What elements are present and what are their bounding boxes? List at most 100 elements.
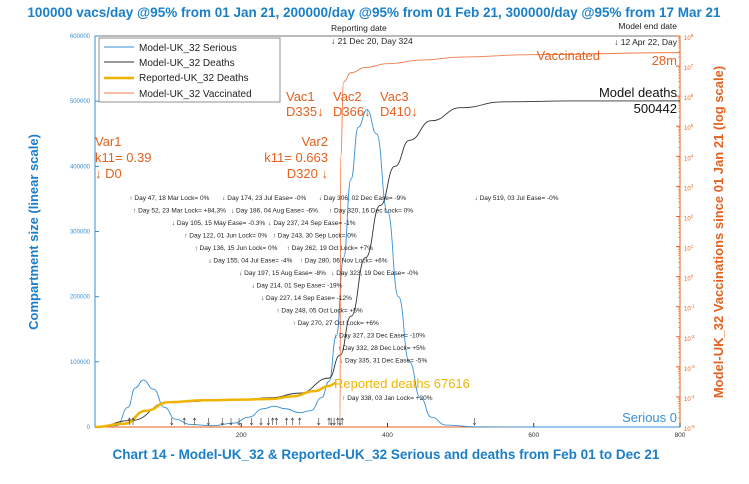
event-axis-arrowhead (192, 417, 197, 421)
event-label: ↓ Day 197, 15 Aug Ease= -8% (239, 270, 326, 277)
event-axis-arrowhead (266, 422, 270, 426)
y-tick-label: 0 (87, 425, 91, 431)
model-deaths-label: Model deaths (599, 85, 678, 100)
x-tick-label: 200 (236, 432, 247, 439)
vac1-day: D335↓ (286, 104, 324, 119)
y2-tick-label: 107 (684, 63, 694, 72)
event-axis-arrowhead (290, 417, 294, 421)
y-tick-label: 500000 (70, 99, 91, 105)
chart-title: 100000 vacs/day @95% from 01 Jan 21, 200… (27, 5, 721, 20)
series-line-reported-deaths (94, 381, 337, 429)
reporting-date-value: ↓ 21 Dec 20, Day 324 (331, 36, 413, 46)
event-axis-arrowhead (336, 417, 340, 421)
event-axis-arrowhead (285, 417, 289, 421)
event-axis-arrowhead (131, 417, 135, 421)
event-label: ↑ Day 270, 27 Oct Lock= +6% (292, 320, 379, 327)
y2-tick-label: 108 (684, 33, 694, 42)
model-end-value: ↓ 12 Apr 22, Day (614, 37, 678, 47)
event-label: ↑ Day 320, 16 Dec Lock= 0% (329, 208, 413, 215)
event-label: ↓ Day 155, 04 Jul Ease= -4% (208, 258, 292, 265)
event-label: ↓ Day 335, 31 Dec Ease= -5% (340, 358, 427, 365)
event-axis-arrowhead (170, 422, 174, 426)
y2-tick-label: 104 (684, 153, 694, 162)
event-axis-arrowhead (298, 417, 302, 421)
event-axis-arrowhead (327, 417, 331, 421)
event-label: ↓ Day 519, 03 Jul Ease= -0% (475, 195, 559, 202)
vac2-label: Vac2 (333, 89, 362, 104)
event-label: ↑ Day 262, 19 Oct Lock= +7% (287, 245, 374, 252)
reporting-date-label: Reporting date (331, 23, 387, 33)
event-axis-arrowhead (249, 422, 254, 426)
x-tick-label: 800 (675, 432, 686, 439)
event-label: ↓ Day 323, 19 Dec Ease= -0% (331, 270, 418, 277)
legend-label-vaccinated: Model-UK_32 Vaccinated (139, 89, 252, 100)
vaccinated-label: Vaccinated (537, 48, 600, 63)
event-label: ↓ Day 214, 01 Sep Ease= -19% (251, 283, 342, 290)
event-label: ↓ Day 306, 02 Dec Ease= -9% (319, 195, 406, 202)
event-axis-arrowhead (206, 422, 210, 426)
y2-tick-label: 10-3 (684, 364, 695, 373)
event-axis-arrowhead (329, 422, 333, 426)
event-label: ↑ Day 280, 06 Nov Lock= +6% (300, 258, 388, 265)
vaccinated-value: 28m (652, 53, 677, 68)
legend-label-serious: Model-UK_32 Serious (139, 43, 237, 54)
event-axis-arrowhead (182, 417, 186, 421)
reported-deaths-label: Reported deaths 67616 (334, 376, 470, 391)
event-axis-arrowhead (259, 422, 263, 426)
event-axis-arrowhead (317, 422, 321, 426)
y-tick-label: 400000 (70, 164, 91, 170)
event-label: ↑ Day 136, 15 Jun Lock= 0% (194, 245, 277, 252)
event-axis-arrowhead (472, 422, 477, 426)
var1-annotation: Var1 k11= 0.39 ↓ D0 (95, 134, 152, 181)
model-deaths-value: 500442 (634, 101, 677, 116)
event-label: ↓ Day 105, 15 May Ease= -0.3% (172, 220, 266, 227)
y-tick-label: 300000 (70, 230, 91, 236)
event-label: ↓ Day 174, 23 Jul Ease= -0% (222, 195, 306, 202)
y-tick-label: 100000 (70, 360, 91, 366)
var1-k11: k11= 0.39 (95, 150, 152, 165)
y-tick-label: 600000 (70, 34, 91, 40)
event-axis-arrowhead (237, 422, 241, 426)
event-label: ↑ Day 332, 28 Dec Lock= +5% (338, 345, 426, 352)
y2-tick-label: 103 (684, 183, 694, 192)
model-end-label: Model end date (618, 21, 677, 31)
y2-tick-label: 102 (684, 213, 694, 222)
y-tick-label: 200000 (70, 295, 91, 301)
event-label: ↑ Day 52, 23 Mar Lock= +84.3% (133, 208, 226, 215)
event-axis-arrowhead (229, 422, 233, 426)
vac3-day: D410↓ (380, 104, 418, 119)
y2-tick-label: 10-4 (684, 394, 695, 403)
y2-axis-label: Model-UK_32 Vaccinations since 01 Jan 21… (711, 66, 726, 398)
event-axis-arrowhead (220, 422, 224, 426)
vac3-label: Vac3 (380, 89, 409, 104)
series-line-serious (94, 109, 680, 428)
event-axis-arrowhead (338, 422, 342, 426)
var2-k11: k11= 0.663 (264, 150, 328, 165)
legend-label-deaths: Model-UK_32 Deaths (139, 58, 235, 69)
y-axis-label: Compartment size (linear scale) (26, 134, 41, 330)
y2-tick-label: 106 (684, 93, 694, 102)
x-tick-label: 600 (528, 432, 539, 439)
event-label: ↓ Day 227, 14 Sep Ease= -12% (261, 295, 352, 302)
event-label: ↑ Day 338, 03 Jan Lock= +20% (342, 395, 433, 402)
model-end-annotation: Model end date ↓ 12 Apr 22, Day (614, 21, 678, 47)
vac2-day: D366↓ (333, 104, 371, 119)
event-axis-arrowhead (274, 417, 278, 421)
var1-label: Var1 (95, 134, 122, 149)
legend: Model-UK_32 Serious Model-UK_32 Deaths R… (98, 37, 281, 103)
event-label: ↓ Day 186, 04 Aug Ease= -6% (231, 208, 318, 215)
event-label: ↑ Day 248, 05 Oct Lock= +5% (276, 308, 363, 315)
event-label: ↑ Day 243, 30 Sep Lock= 0% (273, 233, 357, 240)
y2-tick-label: 10-1 (684, 304, 695, 313)
event-label: ↓ Day 327, 23 Dec Ease= -10% (334, 333, 425, 340)
var2-annotation: Var2 k11= 0.663 D320 ↓ (264, 134, 328, 181)
event-axis-arrowhead (332, 422, 336, 426)
var2-label: Var2 (302, 134, 329, 149)
y2-tick-label: 10-5 (684, 424, 695, 433)
series-line-vaccinated (339, 52, 681, 428)
vac-annotations: Vac1 D335↓ Vac2 D366↓ Vac3 D410↓ (286, 89, 418, 119)
chart-caption: Chart 14 - Model-UK_32 & Reported-UK_32 … (113, 447, 660, 462)
legend-box (98, 37, 281, 103)
reporting-date-annotation: Reporting date ↓ 21 Dec 20, Day 324 (331, 23, 413, 46)
